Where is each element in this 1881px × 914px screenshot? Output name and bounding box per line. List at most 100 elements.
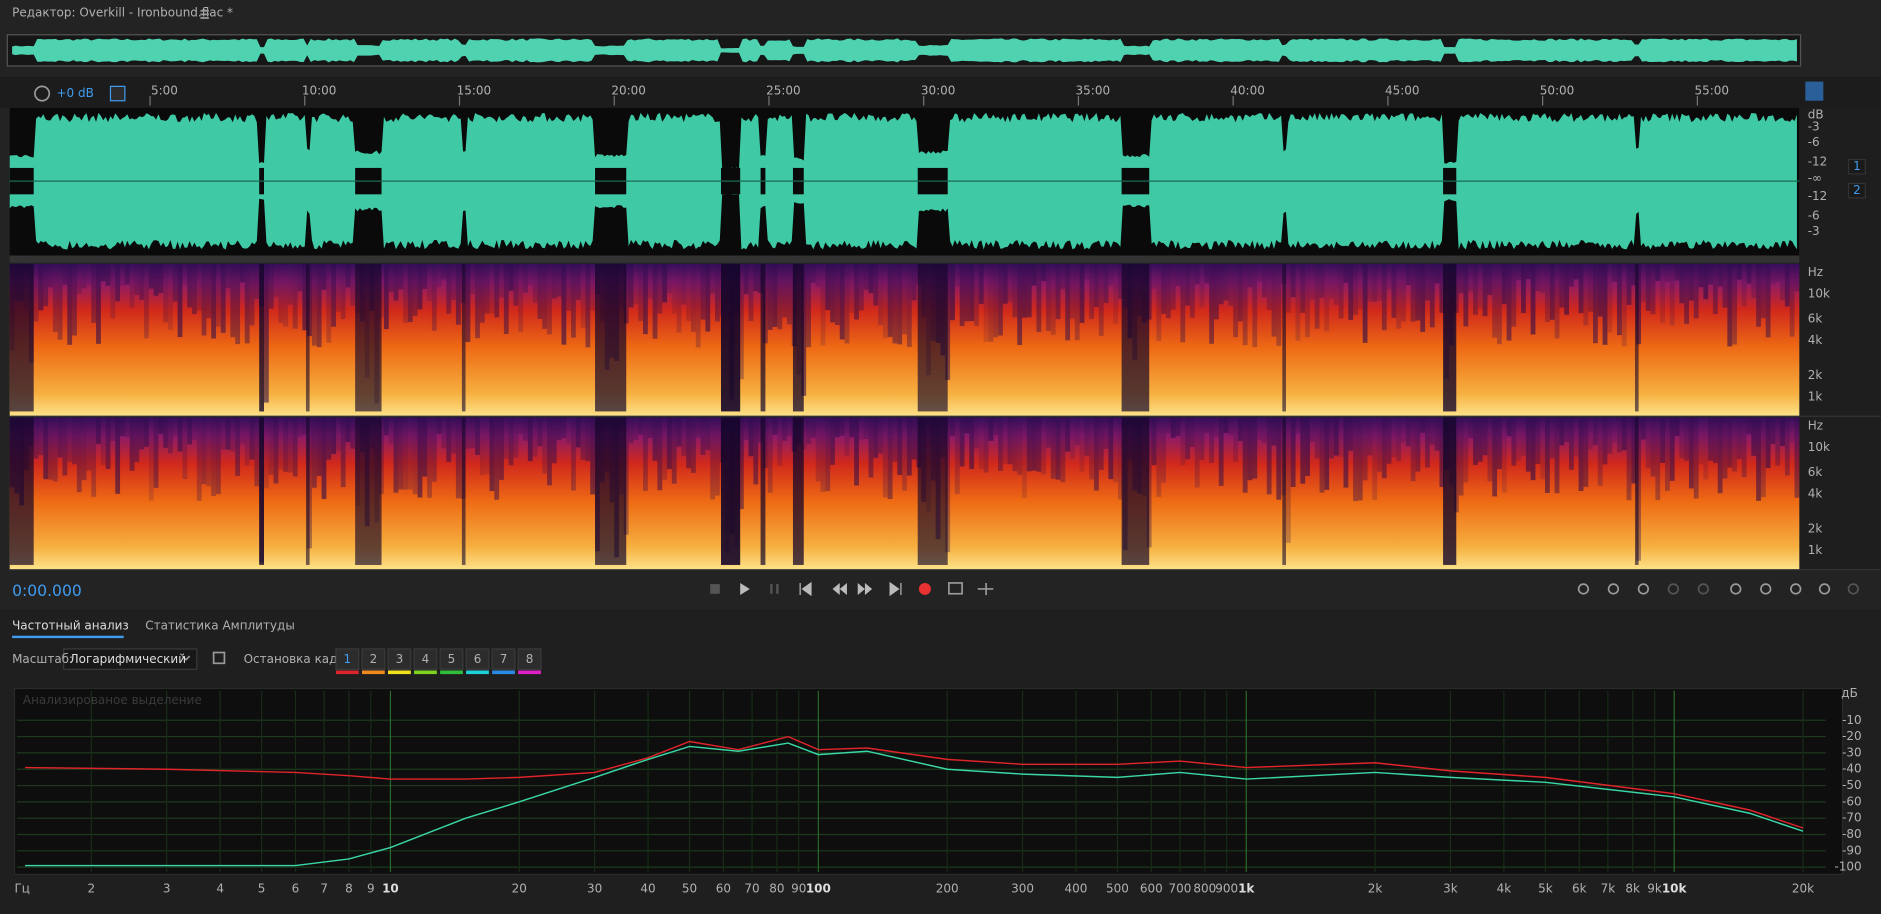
spectrogram-streak	[1429, 417, 1435, 445]
overlay-toggle[interactable]	[212, 651, 226, 665]
spectrogram-streak	[321, 417, 327, 500]
frame-button[interactable]	[387, 648, 412, 670]
spectrogram-streak	[168, 263, 173, 330]
x-tick-label: 60	[716, 881, 731, 895]
spectrogram-streak	[1497, 263, 1502, 345]
spectrogram-streak	[489, 417, 495, 492]
db-scale-label: -3	[1808, 120, 1820, 134]
spectrogram-streak	[1218, 417, 1224, 486]
spectrogram-streak	[1420, 263, 1426, 332]
volume-knob[interactable]	[34, 85, 51, 102]
spectrogram-streak	[403, 263, 408, 323]
spectrogram-streak	[1300, 417, 1306, 484]
spectrogram-streak	[1266, 417, 1272, 495]
spectrogram-streak	[1516, 263, 1522, 281]
spectrogram-streak	[153, 263, 159, 296]
spectrogram-streak	[441, 263, 447, 280]
spectrogram-streak	[1151, 263, 1157, 289]
spectrogram-streak	[983, 263, 989, 343]
frame-button[interactable]	[335, 648, 360, 670]
spectrum-line	[25, 742, 1804, 867]
spectrogram-streak	[1223, 263, 1229, 301]
y-tick-label: -60	[1842, 794, 1862, 808]
spectrogram-streak	[873, 417, 879, 458]
scale-value[interactable]: Логарифмический	[70, 652, 186, 666]
transport-buttons[interactable]	[710, 581, 994, 597]
frame-button[interactable]	[491, 648, 516, 670]
db-scale-label: -6	[1808, 135, 1820, 149]
channel-box[interactable]	[1847, 182, 1866, 199]
time-label: 25:00	[766, 84, 801, 98]
spectrogram-streak	[1593, 263, 1598, 344]
spectrogram-streak	[1401, 263, 1406, 322]
spectrogram-streak	[998, 263, 1003, 336]
spectrogram-streak	[100, 417, 106, 466]
spectrogram-streak	[643, 417, 648, 491]
spectrogram-quiet	[9, 263, 34, 412]
spectrogram-streak	[1108, 417, 1114, 480]
spectrogram-streak	[220, 417, 226, 450]
spectrogram-streak	[1607, 417, 1613, 454]
spectrogram-streak	[705, 417, 711, 451]
frame-button[interactable]	[413, 648, 438, 670]
frame-button[interactable]	[517, 648, 542, 670]
frame-button[interactable]	[439, 648, 464, 670]
zoom-buttons[interactable]	[1577, 583, 1859, 595]
spectrogram-streak	[1497, 417, 1502, 470]
spectrogram-streak	[571, 263, 576, 338]
spectrogram-streak	[1050, 417, 1056, 479]
spectrogram-streak	[1521, 417, 1526, 456]
spectrogram-streak	[1468, 417, 1474, 438]
spectrogram-streak	[283, 263, 288, 327]
spectrogram-streak	[1569, 263, 1574, 287]
spectrogram-streak	[830, 263, 835, 323]
spectrogram-streak	[494, 263, 500, 318]
menu-icon[interactable]	[200, 9, 209, 19]
spectrogram-streak	[714, 263, 720, 322]
spectrogram-streak	[1631, 417, 1637, 484]
spectrogram-streak	[1650, 263, 1656, 315]
spectrogram-streak	[1185, 263, 1190, 306]
spectrogram-streak	[1549, 263, 1555, 320]
channel-box[interactable]	[1847, 158, 1866, 175]
frame-number: 1	[344, 652, 352, 666]
spectrogram-streak	[1204, 417, 1210, 433]
spectrogram-streak	[1295, 263, 1301, 341]
tab[interactable]: Частотный анализ	[12, 619, 129, 633]
spectrogram-streak	[691, 417, 696, 473]
spectrogram-streak	[393, 263, 399, 301]
frame-button[interactable]	[361, 648, 386, 670]
spectrogram-streak	[1626, 417, 1632, 501]
tab[interactable]: Статистика Амплитуды	[145, 619, 295, 633]
spectrogram-streak	[470, 417, 476, 448]
spectrogram-streak	[1223, 417, 1229, 433]
spectrogram-streak	[844, 263, 850, 344]
spectrogram-streak	[1377, 417, 1382, 472]
spectrogram-streak	[1170, 417, 1176, 438]
scale-dropdown[interactable]	[63, 648, 198, 670]
spectrogram-streak	[451, 263, 456, 300]
spectrogram-streak	[335, 417, 341, 452]
spectrogram-streak	[1674, 263, 1680, 281]
spectrogram-streak	[628, 417, 634, 444]
spectrogram-streak	[988, 263, 994, 342]
spectrogram-streak	[33, 417, 39, 459]
spectrogram-streak	[1319, 263, 1325, 298]
spectrogram-streak	[455, 417, 461, 499]
spectrogram-streak	[1213, 263, 1219, 320]
frame-color	[335, 670, 359, 675]
gain-label[interactable]: +0 dB	[56, 86, 93, 100]
spectrogram-streak	[1521, 263, 1526, 313]
spectrogram-streak	[911, 263, 917, 301]
frame-button[interactable]	[465, 648, 490, 670]
x-tick-label: 100	[806, 881, 831, 895]
headphones-button[interactable]	[1805, 81, 1824, 101]
spectrogram-streak	[964, 417, 970, 434]
spectrogram-streak	[1381, 263, 1387, 331]
pin-button[interactable]	[109, 85, 126, 102]
spectrogram-streak	[1487, 417, 1493, 482]
spectrogram-streak	[479, 417, 485, 476]
spectrogram-streak	[978, 263, 984, 304]
spectrogram-streak	[163, 417, 169, 448]
spectrogram-streak	[1501, 417, 1507, 493]
